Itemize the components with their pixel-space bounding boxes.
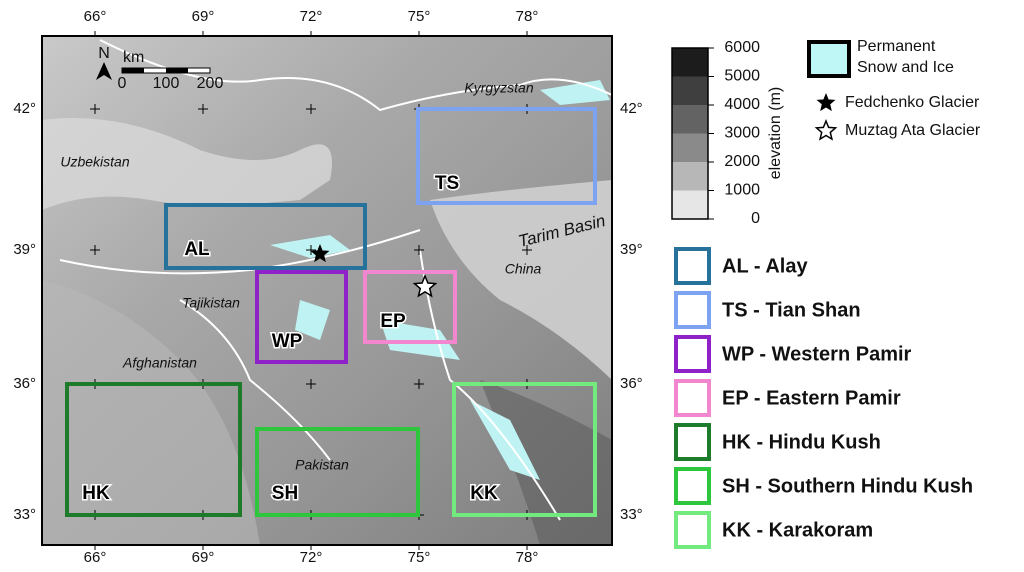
lon-label: 78° <box>516 8 539 25</box>
legend-label: WP - Western Pamir <box>722 343 912 365</box>
muztag-marker <box>412 274 438 298</box>
elevation-band <box>672 162 708 191</box>
legend-swatch <box>674 291 711 329</box>
legend-swatch <box>674 335 711 373</box>
lon-label: 69° <box>192 8 215 25</box>
grid-cross <box>306 245 316 255</box>
region-code: TS <box>435 173 459 194</box>
legend-muztag <box>814 119 838 141</box>
legend-label: AL - Alay <box>722 255 808 277</box>
elevation-tick-label: 3000 <box>724 125 760 142</box>
region-code: KK <box>470 483 498 504</box>
elevation-tick-label: 4000 <box>724 96 760 113</box>
snow-swatch <box>807 40 851 78</box>
lat-label: 33° <box>620 506 643 523</box>
elevation-tick-label: 5000 <box>724 68 760 85</box>
region-box <box>65 382 242 517</box>
lon-label: 75° <box>408 8 431 25</box>
elevation-title: elevation (m) <box>767 87 784 179</box>
grid-cross <box>306 379 316 389</box>
north-label: N <box>98 45 110 62</box>
grid-cross <box>90 245 100 255</box>
legend-label: KK - Karakoram <box>722 519 873 541</box>
region-box <box>255 427 420 517</box>
legend-fedchenko <box>816 93 836 112</box>
marker-label: Fedchenko Glacier <box>845 94 980 111</box>
region-box <box>416 107 597 205</box>
grid-cross <box>414 379 424 389</box>
region-box <box>363 270 457 344</box>
scale-tick: 200 <box>197 75 224 92</box>
lon-label: 69° <box>192 549 215 566</box>
elevation-tick-label: 0 <box>751 210 760 227</box>
legend-swatch <box>674 467 711 505</box>
fedchenko-marker <box>310 244 330 263</box>
snow-label: Permanent <box>857 38 936 55</box>
country-label: Afghanistan <box>122 355 197 371</box>
lat-label: 33° <box>13 506 36 523</box>
lat-label: 42° <box>13 100 36 117</box>
lon-label: 66° <box>84 8 107 25</box>
elevation-band <box>672 133 708 162</box>
north-arrow <box>96 62 112 80</box>
grid-cross <box>414 245 424 255</box>
region-code: HK <box>82 483 110 504</box>
legend-label: HK - Hindu Kush <box>722 431 881 453</box>
lon-label: 66° <box>84 549 107 566</box>
country-label: Tajikistan <box>182 295 240 311</box>
lat-label: 42° <box>620 100 643 117</box>
region-code: WP <box>272 331 303 352</box>
grid-cross <box>90 104 100 114</box>
region-box <box>255 270 348 364</box>
lon-label: 78° <box>516 549 539 566</box>
lat-label: 39° <box>620 241 643 258</box>
elevation-band <box>672 190 708 219</box>
legend-swatch <box>674 511 711 549</box>
legend-label: SH - Southern Hindu Kush <box>722 475 973 497</box>
marker-label: Muztag Ata Glacier <box>845 122 981 139</box>
scale-tick: 100 <box>153 75 180 92</box>
legend-label: TS - Tian Shan <box>722 299 861 321</box>
legend-label: EP - Eastern Pamir <box>722 387 901 409</box>
region-box <box>452 382 597 517</box>
terrain <box>42 36 612 545</box>
scale-tick: 0 <box>118 75 127 92</box>
lon-label: 72° <box>300 8 323 25</box>
country-label: Uzbekistan <box>60 154 129 170</box>
legend-swatch <box>674 423 711 461</box>
legend-swatch <box>674 379 711 417</box>
scale-segment <box>166 68 188 73</box>
elevation-tick-label: 2000 <box>724 153 760 170</box>
grid-cross <box>522 245 532 255</box>
country-label: Pakistan <box>295 457 349 473</box>
elevation-band <box>672 48 708 77</box>
region-box <box>164 203 367 270</box>
lon-label: 72° <box>300 549 323 566</box>
elevation-band <box>672 76 708 105</box>
elevation-tick-label: 6000 <box>724 39 760 56</box>
elevation-band <box>672 105 708 134</box>
lat-label: 36° <box>620 375 643 392</box>
country-label: China <box>505 261 542 277</box>
scale-unit: km <box>123 49 144 66</box>
region-code: SH <box>272 483 298 504</box>
region-code: EP <box>380 311 406 332</box>
snow-label: Snow and Ice <box>857 59 954 76</box>
scale-segment <box>122 68 144 73</box>
legend-swatch <box>674 247 711 285</box>
grid-cross <box>198 104 208 114</box>
map-frame <box>41 35 613 546</box>
grid-cross <box>198 245 208 255</box>
lat-label: 36° <box>13 375 36 392</box>
lon-label: 75° <box>408 549 431 566</box>
grid-cross <box>306 104 316 114</box>
elevation-tick-label: 1000 <box>724 182 760 199</box>
lat-label: 39° <box>13 241 36 258</box>
country-label: Kyrgyzstan <box>464 80 533 96</box>
region-code: AL <box>184 239 210 260</box>
